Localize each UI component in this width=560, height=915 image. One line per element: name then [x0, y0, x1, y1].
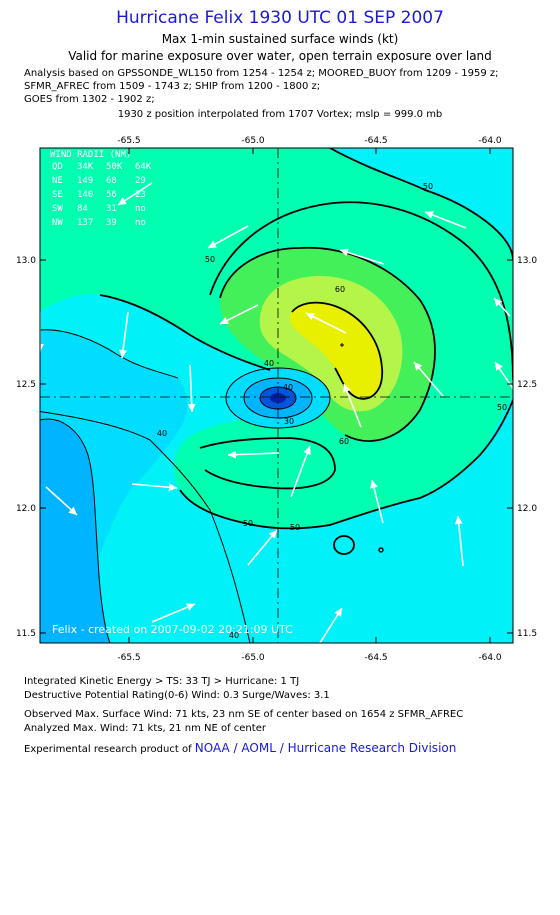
- contour-label: 50: [497, 403, 507, 412]
- latitude-tick-label-left: 11.5: [16, 629, 36, 639]
- longitude-tick-label-bottom: -65.5: [117, 653, 140, 663]
- wind-vector-head: [220, 316, 229, 324]
- longitude-tick-label-top: -64.5: [364, 136, 387, 146]
- wind-vector-head: [340, 248, 349, 257]
- wind-vector-shaft: [290, 445, 311, 498]
- contour-label: 40: [229, 631, 239, 640]
- contour-label: 60: [335, 285, 345, 294]
- wind-radii-cell: SW: [52, 204, 63, 214]
- wind-radii-cell: SE: [52, 190, 63, 200]
- wind-vector-head: [168, 483, 177, 492]
- analysis-sources-line: GOES from 1302 - 1902 z;: [24, 94, 155, 105]
- observed-max-wind: Observed Max. Surface Wind: 71 kts, 23 n…: [24, 709, 464, 720]
- wind-vector-head: [454, 516, 463, 525]
- analysis-sources-line: Analysis based on GPSSONDE_WL150 from 12…: [24, 68, 499, 79]
- longitude-tick-label-bottom: -64.0: [478, 653, 502, 663]
- longitude-tick-label-top: -64.0: [478, 136, 502, 146]
- wind-vector-head: [187, 403, 196, 412]
- wind-radii-cell: 50K: [106, 162, 123, 172]
- wind-vector-head: [343, 384, 351, 393]
- wind-vector-head: [494, 298, 503, 307]
- wind-vectors: [40, 182, 513, 643]
- latitude-tick-label-right: 11.5: [517, 629, 537, 639]
- product-credit-prefix: Experimental research product of: [24, 744, 192, 755]
- map-subtitle-wind: Max 1-min sustained surface winds (kt): [161, 32, 399, 46]
- contour-label: 60: [339, 437, 349, 446]
- vortex-position-note: 1930 z position interpolated from 1707 V…: [117, 109, 443, 120]
- map-subtitle-exposure: Valid for marine exposure over water, op…: [68, 49, 492, 63]
- longitude-tick-label-bottom: -65.0: [241, 653, 265, 663]
- wind-vector-head: [414, 362, 423, 371]
- contour-label: 50: [423, 182, 433, 191]
- wind-radii-cell: 68: [106, 176, 117, 186]
- wind-band-80-plus: [290, 302, 383, 399]
- wind-radii-cell: 31: [106, 204, 117, 214]
- wind-vector-head: [119, 349, 128, 358]
- product-credit: Experimental research product of NOAA / …: [24, 741, 456, 755]
- wind-radii-cell: NE: [52, 176, 63, 186]
- contour-label: 40: [264, 359, 274, 368]
- analysis-sources-line: SFMR_AFREC from 1509 - 1743 z; SHIP from…: [24, 81, 321, 92]
- wind-field-map: WIND RADII (NM) QD 34K 50K 64K NE 149 68 29 SE 14…: [16, 136, 537, 663]
- hrd-link[interactable]: NOAA / AOML / Hurricane Research Divisio…: [194, 741, 457, 755]
- wind-band-50-60-south: [196, 438, 335, 489]
- latitude-tick-label-left: 13.0: [16, 256, 36, 266]
- longitude-tick-label-top: -65.0: [241, 136, 265, 146]
- latitude-tick-label-right: 12.0: [517, 504, 537, 514]
- destructive-potential-line: Destructive Potential Rating(0-6) Wind: …: [24, 690, 330, 701]
- wind-radii-cell: 39: [106, 218, 117, 228]
- contour-label: 40: [157, 429, 167, 438]
- axis-ticks: [40, 148, 513, 643]
- contour-label: 50: [243, 519, 253, 528]
- latitude-tick-label-right: 13.0: [517, 256, 537, 266]
- wind-vector-head: [186, 603, 195, 611]
- wind-vector-head: [68, 506, 77, 515]
- latitude-tick-label-left: 12.0: [16, 504, 36, 514]
- wind-vector-shaft: [457, 515, 464, 567]
- max-wind-marker: [340, 343, 344, 347]
- wind-radii-cell: 140: [77, 190, 93, 200]
- wind-vector-head: [425, 211, 434, 219]
- wind-radii-cell: NW: [52, 218, 63, 228]
- longitude-tick-label-bottom: -64.5: [364, 653, 387, 663]
- wind-vector-head: [228, 450, 237, 459]
- wind-radii-cell: no: [135, 204, 146, 214]
- contour-label: 50: [205, 255, 215, 264]
- wind-vector-head: [370, 480, 378, 489]
- analyzed-max-wind: Analyzed Max. Wind: 71 kts, 21 nm NE of …: [24, 723, 266, 734]
- wind-radii-table: WIND RADII (NM) QD 34K 50K 64K NE 149 68 29 SE 14…: [50, 150, 152, 228]
- wind-radii-cell: QD: [52, 162, 63, 172]
- wind-radii-cell: 137: [77, 218, 93, 228]
- wind-radii-cell: 64K: [135, 162, 152, 172]
- wind-radii-cell: 23: [135, 190, 146, 200]
- longitude-tick-label-top: -65.5: [117, 136, 140, 146]
- ike-line: Integrated Kinetic Energy > TS: 33 TJ > …: [24, 676, 300, 687]
- wind-band-20-30-west: [40, 419, 110, 643]
- wind-radii-cell: 34K: [77, 162, 94, 172]
- contour-label: 40: [283, 383, 293, 392]
- contour-label: 30: [284, 417, 294, 426]
- wind-radii-header: WIND RADII (NM): [50, 150, 131, 160]
- latitude-tick-label-left: 12.5: [16, 380, 36, 390]
- wind-radii-cell: no: [135, 218, 146, 228]
- wind-radii-cell: 149: [77, 176, 93, 186]
- contour-label: 50: [290, 523, 300, 532]
- wind-vector-head: [118, 197, 127, 205]
- wind-vector-head: [303, 446, 311, 455]
- map-frame: [39, 147, 514, 644]
- wind-vector-head: [208, 240, 217, 248]
- wind-vector-head: [40, 344, 44, 352]
- map-title: Hurricane Felix 1930 UTC 01 SEP 2007: [116, 8, 444, 28]
- wind-vector-head: [268, 530, 277, 539]
- wind-radii-cell: 84: [77, 204, 88, 214]
- wind-vector-head: [306, 313, 315, 321]
- wind-vector-shaft: [227, 452, 280, 456]
- wind-radii-cell: 29: [135, 176, 146, 186]
- wind-field-fill: WIND RADII (NM) QD 34K 50K 64K NE 149 68 29 SE 14…: [40, 148, 513, 643]
- created-stamp: Felix - created on 2007-09-02 20:21:09 U…: [52, 623, 293, 636]
- wind-vector-head: [495, 362, 503, 371]
- wind-vector-head: [334, 608, 342, 617]
- wind-radii-cell: 56: [106, 190, 117, 200]
- latitude-tick-label-right: 12.5: [517, 380, 537, 390]
